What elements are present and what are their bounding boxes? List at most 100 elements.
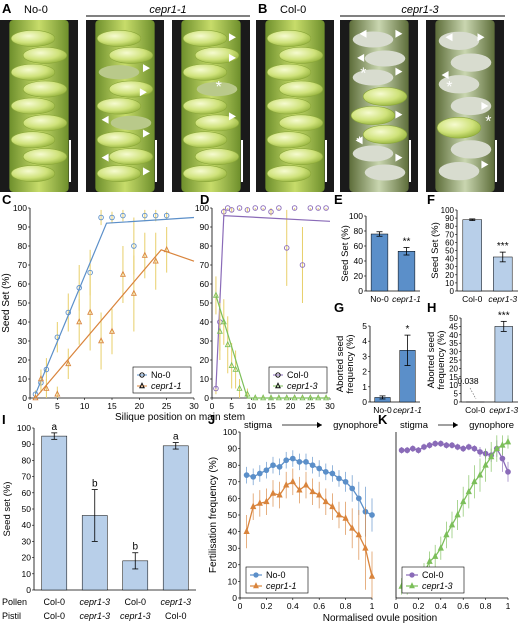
seed [194, 114, 240, 132]
y-tick-label: 0 [232, 593, 237, 603]
panel-letter-a: A [2, 1, 12, 16]
panel-letter-k: K [378, 412, 388, 427]
significance-label: * [406, 324, 410, 335]
seed [10, 131, 56, 149]
seed [436, 116, 482, 139]
data-point [263, 467, 270, 474]
data-point [76, 285, 82, 291]
data-point [505, 468, 511, 475]
photo-label-col0: Col-0 [280, 4, 306, 16]
seed [22, 46, 68, 64]
data-point [244, 207, 251, 213]
seed [278, 80, 324, 98]
y-tick-label: 60 [228, 493, 238, 503]
aborted-ovule [450, 53, 492, 72]
x-tick-label: 0.4 [287, 601, 299, 611]
arrowhead-marker [477, 33, 485, 42]
data-point [256, 470, 263, 477]
x-tick-label: 0.6 [457, 601, 469, 611]
pistil-genotype-label: cepr1-3 [79, 611, 110, 621]
y-tick-label: 10 [445, 279, 454, 288]
chart-j: 0 10 20 30 40 50 60 70 80 90 100 0 0.2 0.4 0.6 0.8 1 stig… [208, 420, 378, 611]
x-tick-label: 0 [210, 401, 215, 411]
data-point [296, 459, 303, 465]
arrowhead-marker [395, 153, 403, 162]
data-point [269, 489, 277, 496]
panel-letter-c: C [2, 192, 12, 207]
data-point [267, 394, 275, 401]
y-axis-title: frequency (%) [436, 330, 447, 389]
y-tick-label: 30 [22, 536, 32, 546]
aborted-ovule [438, 162, 480, 181]
data-point [409, 582, 415, 589]
y-axis-title: Seed Set (%) [430, 222, 441, 279]
arrowhead-marker [139, 88, 147, 97]
data-point [362, 544, 369, 551]
y-tick-label: 90 [18, 222, 28, 232]
y-tick-label: 0 [450, 287, 455, 296]
axis-direction-left: stigma [400, 420, 429, 431]
data-point [131, 243, 137, 249]
legend-label: cepr1-3 [287, 381, 318, 391]
y-tick-label: 20 [228, 560, 238, 570]
annotation-leader [469, 387, 477, 400]
data-point [460, 445, 467, 452]
data-point [283, 245, 290, 251]
chart-e: 0 20 40 60 80 100 No-0 ** cepr1-1 Seed Set (%) [340, 211, 421, 304]
legend-box [268, 366, 328, 394]
seed [182, 165, 228, 182]
y-tick-label: 0 [358, 286, 363, 296]
chart-k: 0 0.2 0.4 0.6 0.8 1 stigma gynophore Col-0cepr1-… [323, 420, 514, 624]
aborted-ovule [438, 31, 480, 50]
data-point [87, 308, 94, 315]
seed [10, 63, 56, 81]
pistil-genotype-label: cepr1-3 [120, 611, 151, 621]
x-tick-label: 10 [247, 401, 257, 411]
data-point [316, 491, 323, 498]
aborted-ovule [196, 82, 238, 97]
arrowhead-marker [142, 167, 150, 176]
y-tick-label: 60 [22, 488, 32, 498]
data-point [415, 447, 422, 454]
category-label: No-0 [370, 294, 389, 304]
seed [10, 30, 56, 47]
arrowhead-marker [359, 29, 367, 38]
y-tick-label: 5 [362, 321, 367, 331]
data-point [421, 444, 427, 450]
data-point [369, 512, 375, 518]
data-point [449, 442, 455, 449]
bar [462, 219, 482, 292]
y-tick-label: 90 [445, 214, 454, 223]
data-point [276, 491, 283, 498]
y-tick-label: 100 [223, 427, 237, 437]
data-point [98, 214, 104, 221]
data-point [471, 477, 478, 485]
photo-label-cepr1-1: cepr1-1 [149, 4, 186, 16]
y-tick-label: 20 [445, 271, 454, 280]
fit-line [35, 249, 195, 399]
aborted-ovule [110, 115, 152, 130]
x-tick-label: 10 [80, 401, 90, 411]
data-point [504, 437, 512, 445]
data-point [398, 447, 405, 454]
y-tick-label: 0 [204, 393, 209, 403]
data-point [152, 212, 159, 219]
y-tick-label: 80 [354, 226, 364, 236]
x-tick-label: 20 [135, 401, 145, 411]
data-point [349, 524, 356, 531]
data-point [260, 205, 266, 211]
data-point [65, 359, 72, 367]
data-point [443, 530, 450, 538]
seed [278, 114, 324, 132]
y-tick-label: 5 [454, 390, 459, 399]
data-point [322, 468, 329, 475]
x-tick-label: 25 [306, 401, 316, 411]
y-tick-label: 20 [22, 553, 32, 563]
significance-label: b [132, 542, 138, 553]
y-tick-label: 90 [228, 444, 238, 454]
panel-letter-b: B [258, 1, 267, 16]
data-point [309, 487, 316, 495]
y-tick-label: 40 [354, 256, 364, 266]
panel-letter-i: I [2, 412, 6, 427]
